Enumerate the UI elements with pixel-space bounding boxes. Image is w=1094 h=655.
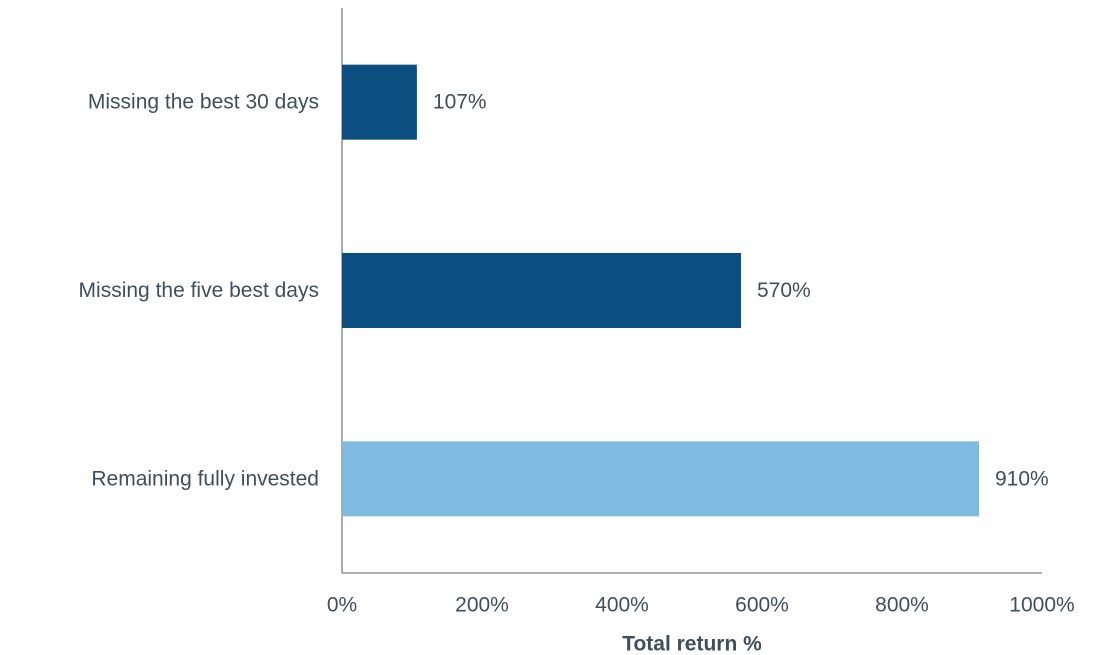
bar <box>342 64 417 140</box>
x-tick-label: 200% <box>455 594 509 617</box>
x-tick-label: 0% <box>327 594 357 617</box>
x-tick-label: 1000% <box>1009 594 1074 617</box>
bar <box>342 253 741 328</box>
x-tick-label: 600% <box>735 594 789 617</box>
value-label: 910% <box>995 467 1049 490</box>
value-label: 107% <box>433 91 487 114</box>
y-tick-label: Remaining fully invested <box>91 467 319 490</box>
y-tick-label: Missing the five best days <box>79 279 319 302</box>
bar <box>342 441 979 517</box>
y-tick-label: Missing the best 30 days <box>88 91 319 114</box>
value-label: 570% <box>757 279 811 302</box>
x-tick-label: 800% <box>875 594 929 617</box>
x-axis-label: Total return % <box>622 633 762 655</box>
x-tick-label: 400% <box>595 594 649 617</box>
